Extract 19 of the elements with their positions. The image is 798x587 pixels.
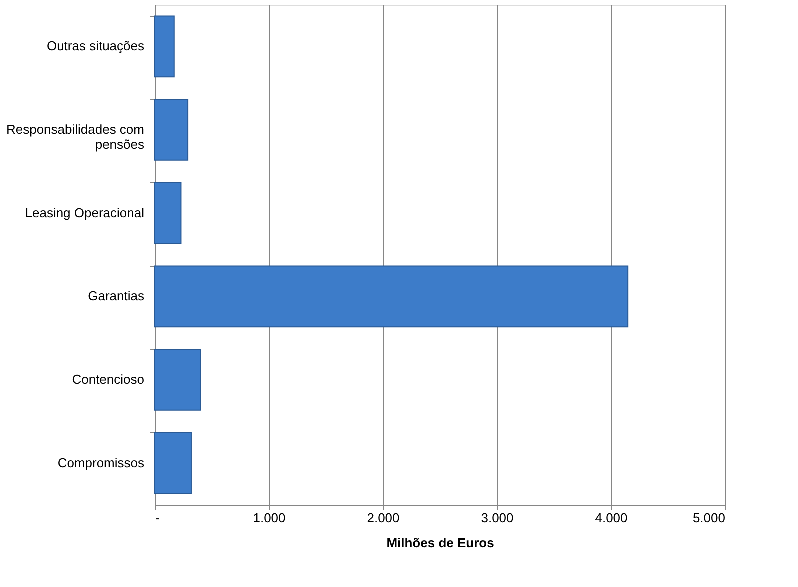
- x-tick-label: 4.000: [595, 510, 628, 526]
- x-axis-title: Milhões de Euros: [386, 536, 494, 550]
- bar: [154, 349, 202, 411]
- x-tick-label: 5.000: [692, 510, 726, 526]
- bar: [154, 432, 192, 494]
- bar: [154, 16, 175, 78]
- y-tick-label: Garantias: [88, 288, 145, 304]
- y-tick-label: Outras situações: [46, 38, 145, 54]
- y-tick-label: Compromissos: [58, 455, 145, 470]
- x-tick-label: -: [156, 510, 160, 526]
- y-tick-label: Contencioso: [72, 372, 144, 387]
- bar: [154, 266, 629, 328]
- x-tick-label: 2.000: [367, 510, 400, 526]
- x-tick-label: 1.000: [253, 510, 286, 526]
- y-tick-label: Responsabilidades com pensões: [6, 122, 145, 152]
- bar: [154, 99, 189, 161]
- x-tick-label: 3.000: [481, 510, 514, 526]
- y-tick-label: Leasing Operacional: [25, 205, 145, 220]
- bar: [154, 182, 182, 244]
